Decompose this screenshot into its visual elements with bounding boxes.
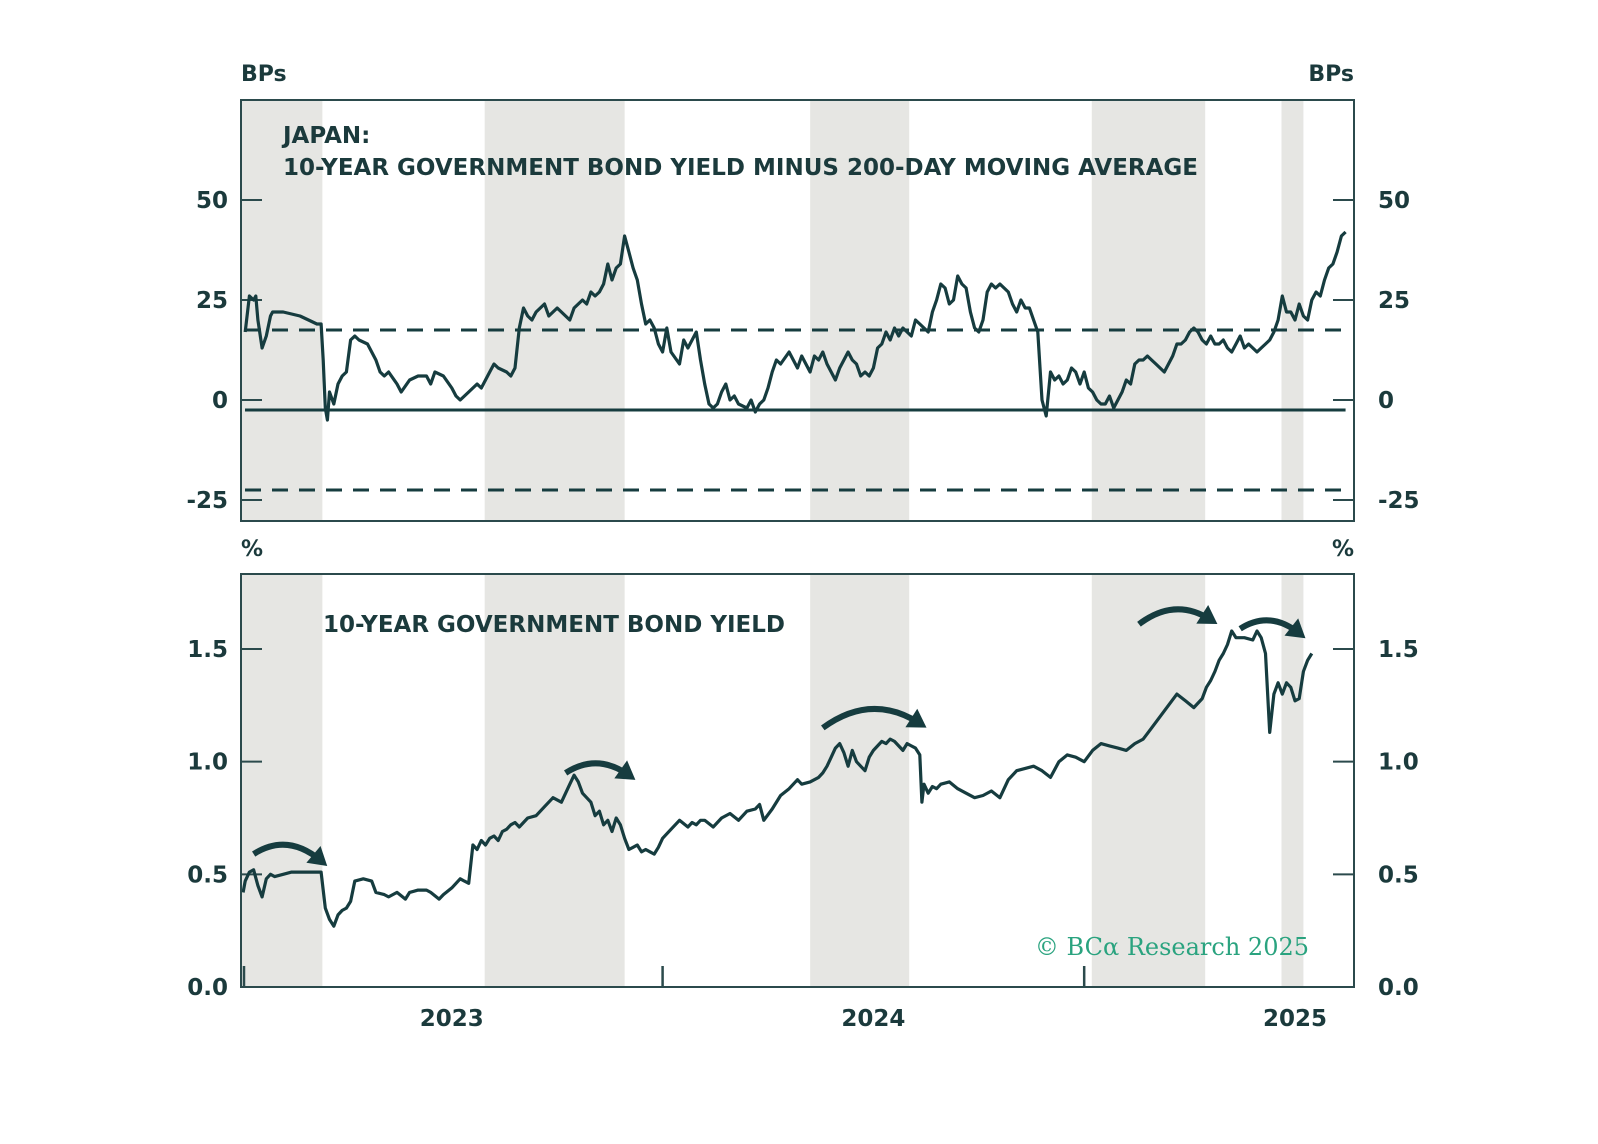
top-subtitle: 10-YEAR GOVERNMENT BOND YIELD MINUS 200-… bbox=[283, 155, 1198, 181]
top-y-left-tick-label: 25 bbox=[196, 288, 228, 314]
shaded-periods bbox=[241, 100, 1304, 987]
bottom-panel: % % 10-YEAR GOVERNMENT BOND YIELD 1.5 1.5… bbox=[187, 537, 1419, 1032]
arrowhead-4 bbox=[1284, 618, 1306, 639]
x-axis: 2023 2024 2025 bbox=[242, 966, 1327, 1032]
x-tick-label-2025: 2025 bbox=[1263, 1006, 1327, 1032]
bottom-y-right-tick-label: 1.5 bbox=[1378, 637, 1419, 663]
bottom-title: 10-YEAR GOVERNMENT BOND YIELD bbox=[323, 612, 785, 638]
bottom-left-unit-label: % bbox=[241, 537, 263, 562]
bottom-y-right-tick-label: 0.5 bbox=[1378, 862, 1419, 888]
top-title: JAPAN: bbox=[281, 123, 370, 149]
shaded-period-bottom-0 bbox=[241, 574, 323, 987]
top-y-right-tick-label: -25 bbox=[1378, 488, 1420, 514]
bottom-y-right-tick-label: 1.0 bbox=[1378, 750, 1419, 776]
arrowhead-1 bbox=[614, 760, 636, 780]
top-y-left-tick-label: 50 bbox=[196, 188, 228, 214]
copyright-note: © BCα Research 2025 bbox=[1035, 933, 1309, 961]
top-y-right-tick-label: 25 bbox=[1378, 288, 1410, 314]
curved-arrow-2 bbox=[821, 705, 922, 731]
top-reference-lines bbox=[245, 328, 1346, 492]
bottom-y-left-tick-label: 1.5 bbox=[187, 637, 228, 663]
x-tick-label-2024: 2024 bbox=[841, 1006, 905, 1032]
bottom-y-axis: 1.5 1.5 1.0 1.0 0.5 0.5 0.0 0.0 bbox=[187, 637, 1419, 1001]
top-panel-frame bbox=[240, 99, 1355, 522]
bottom-y-left-tick-label: 0.5 bbox=[187, 862, 228, 888]
arrowhead-2 bbox=[905, 708, 927, 728]
arrowhead-0 bbox=[306, 845, 328, 866]
x-tick-label-2023: 2023 bbox=[420, 1006, 484, 1032]
bottom-y-right-tick-label: 0.0 bbox=[1378, 975, 1419, 1001]
shaded-period-bottom-4 bbox=[1281, 574, 1304, 987]
top-right-unit-label: BPs bbox=[1308, 62, 1354, 87]
top-y-right-tick-label: 50 bbox=[1378, 188, 1410, 214]
bottom-y-left-tick-label: 1.0 bbox=[187, 750, 228, 776]
shaded-period-bottom-3 bbox=[1091, 574, 1206, 987]
shaded-period-bottom-2 bbox=[810, 574, 910, 987]
top-y-right-tick-label: 0 bbox=[1378, 388, 1394, 414]
shaded-period-top-4 bbox=[1281, 100, 1304, 521]
top-y-axis: 50 50 25 25 0 0 -25 -25 bbox=[186, 188, 1419, 514]
bottom-series-line bbox=[241, 629, 1314, 928]
shaded-period-top-3 bbox=[1091, 100, 1206, 521]
shaded-period-top-2 bbox=[810, 100, 910, 521]
top-y-left-tick-label: 0 bbox=[212, 388, 228, 414]
bottom-y-left-tick-label: 0.0 bbox=[187, 975, 228, 1001]
arrowhead-3 bbox=[1196, 605, 1218, 625]
shaded-period-bottom-1 bbox=[484, 574, 625, 987]
top-series-line bbox=[243, 230, 1347, 422]
annotation-arrows bbox=[252, 605, 1306, 866]
bottom-right-unit-label: % bbox=[1332, 537, 1354, 562]
top-panel: BPs BPs JAPAN: 10-YEAR GOVERNMENT BOND Y… bbox=[186, 62, 1420, 522]
top-left-unit-label: BPs bbox=[241, 62, 287, 87]
bottom-panel-frame bbox=[240, 573, 1355, 988]
top-y-left-tick-label: -25 bbox=[186, 488, 228, 514]
